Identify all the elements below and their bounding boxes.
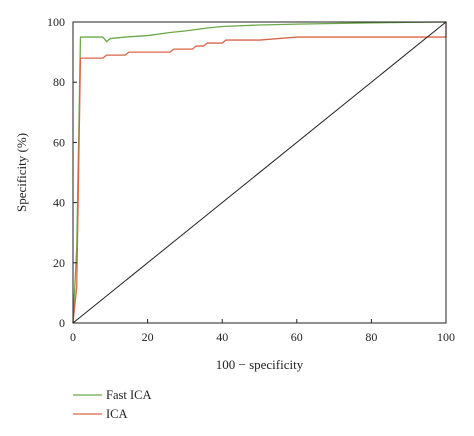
y-tick-label: 60 — [53, 135, 65, 149]
y-axis-ticks: 0 20 40 60 80 100 — [47, 15, 77, 330]
y-axis-title: Specificity (%) — [14, 133, 29, 212]
y-tick-label: 40 — [53, 196, 65, 210]
y-tick-label: 20 — [53, 256, 65, 270]
x-tick-label: 80 — [365, 330, 377, 344]
x-tick-label: 40 — [216, 330, 228, 344]
x-tick-label: 60 — [291, 330, 303, 344]
y-tick-label: 100 — [47, 15, 65, 29]
y-tick-label: 0 — [59, 316, 65, 330]
series-line-diagonal-reference — [72, 21, 447, 324]
series-line-fast-ica — [72, 21, 447, 324]
x-tick-label: 100 — [437, 330, 455, 344]
x-tick-label: 20 — [142, 330, 154, 344]
series-layer — [72, 21, 447, 324]
series-line-ica — [72, 22, 447, 324]
plot-frame — [72, 21, 447, 324]
x-axis-ticks: 0 20 40 60 80 100 — [70, 319, 455, 344]
x-tick-label: 0 — [70, 330, 76, 344]
legend-label-fast-ica: Fast ICA — [106, 388, 152, 402]
y-tick-label: 80 — [53, 75, 65, 89]
legend: Fast ICA ICA — [73, 388, 152, 421]
legend-label-ica: ICA — [106, 407, 128, 421]
x-axis-title: 100 − specificity — [216, 357, 304, 372]
